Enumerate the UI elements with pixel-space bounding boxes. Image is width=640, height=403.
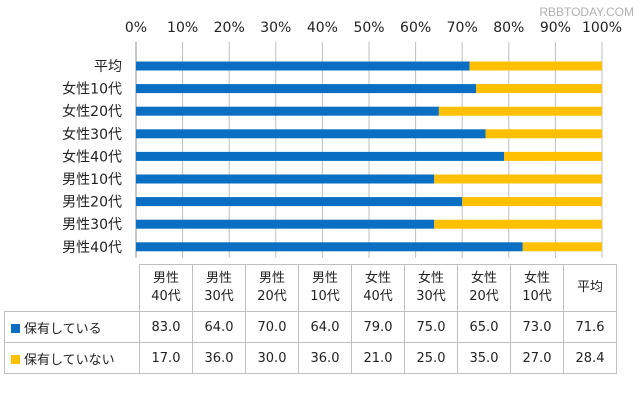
legend-owned: 保有している bbox=[4, 311, 140, 343]
x-tick-label: 70% bbox=[447, 20, 478, 36]
table-cell: 21.0 bbox=[351, 342, 405, 374]
category-label: 男性30代 bbox=[62, 217, 122, 233]
bar-not-owned bbox=[522, 242, 602, 252]
table-header-cell: 男性 20代 bbox=[245, 264, 299, 312]
x-tick-label: 100% bbox=[582, 20, 622, 36]
x-axis-ticks: 0% 10% 20% 30% 40% 50% 60% 70% 80% 90% 100% bbox=[125, 20, 622, 36]
bar-owned bbox=[136, 84, 477, 94]
bar-not-owned bbox=[504, 151, 602, 161]
bar-owned bbox=[136, 129, 486, 139]
x-tick-label: 10% bbox=[167, 20, 198, 36]
table-cell: 64.0 bbox=[298, 311, 352, 343]
table-cell: 17.0 bbox=[139, 342, 193, 374]
category-label: 女性10代 bbox=[62, 81, 122, 98]
table-cell: 75.0 bbox=[404, 311, 458, 343]
category-label: 女性20代 bbox=[62, 103, 122, 120]
table-cell: 35.0 bbox=[457, 342, 511, 374]
table-corner bbox=[4, 264, 140, 312]
x-tick-label: 20% bbox=[214, 20, 245, 36]
chart: 0% 10% 20% 30% 40% 50% 60% 70% 80% 90% 100% 平均女性10… bbox=[62, 5, 634, 258]
bar-owned bbox=[136, 197, 463, 207]
x-tick-label: 40% bbox=[307, 20, 338, 36]
x-tick-label: 0% bbox=[125, 20, 147, 36]
x-tick-label: 60% bbox=[400, 20, 431, 36]
table-cell: 64.0 bbox=[192, 311, 246, 343]
x-tick-label: 30% bbox=[260, 20, 291, 36]
bar-owned bbox=[136, 219, 435, 229]
category-label: 平均 bbox=[94, 59, 122, 75]
watermark: RBBTODAY.COM bbox=[539, 5, 634, 19]
legend-swatch-not-owned bbox=[11, 354, 20, 364]
table-cell: 27.0 bbox=[510, 342, 564, 374]
x-tick-label: 80% bbox=[493, 20, 524, 36]
bar-not-owned bbox=[434, 219, 602, 229]
category-label: 女性40代 bbox=[62, 148, 122, 165]
x-tick-label: 50% bbox=[353, 20, 384, 36]
category-label: 男性20代 bbox=[62, 195, 122, 211]
table-header-cell: 女性 20代 bbox=[457, 264, 511, 312]
bar-owned bbox=[136, 242, 523, 252]
category-labels: 平均女性10代女性20代女性30代女性40代男性10代男性20代男性30代男性4… bbox=[62, 59, 122, 256]
table-cell: 70.0 bbox=[245, 311, 299, 343]
data-table: 男性 40代 男性 30代 男性 20代 男性 10代 女性 40代 女性 30代 女性 20… bbox=[4, 264, 617, 374]
x-tick-label: 90% bbox=[540, 20, 571, 36]
bar-not-owned bbox=[462, 197, 602, 207]
table-header-cell: 女性 40代 bbox=[351, 264, 405, 312]
category-label: 女性30代 bbox=[62, 126, 122, 143]
category-label: 男性40代 bbox=[62, 240, 122, 256]
legend-not-owned: 保有していない bbox=[4, 342, 140, 374]
bar-owned bbox=[136, 106, 439, 116]
table-cell: 65.0 bbox=[457, 311, 511, 343]
table-cell: 36.0 bbox=[192, 342, 246, 374]
table-cell: 73.0 bbox=[510, 311, 564, 343]
table-cell: 71.6 bbox=[563, 311, 617, 343]
bar-owned bbox=[136, 61, 470, 71]
category-label: 男性10代 bbox=[62, 172, 122, 188]
bar-not-owned bbox=[485, 129, 602, 139]
table-cell: 28.4 bbox=[563, 342, 617, 374]
table-row-owned: 保有している 83.0 64.0 70.0 64.0 79.0 75.0 65.… bbox=[4, 311, 617, 343]
table-header-row: 男性 40代 男性 30代 男性 20代 男性 10代 女性 40代 女性 30代 女性 20… bbox=[4, 264, 617, 312]
table-row-not-owned: 保有していない 17.0 36.0 30.0 36.0 21.0 25.0 35… bbox=[4, 342, 617, 374]
table-cell: 36.0 bbox=[298, 342, 352, 374]
table-header-cell: 平均 bbox=[563, 264, 617, 312]
bars bbox=[136, 61, 602, 252]
bar-not-owned bbox=[438, 106, 602, 116]
table-header-cell: 女性 10代 bbox=[510, 264, 564, 312]
bar-not-owned bbox=[434, 174, 602, 184]
table-header-cell: 女性 30代 bbox=[404, 264, 458, 312]
table-header-cell: 男性 30代 bbox=[192, 264, 246, 312]
legend-swatch-owned bbox=[11, 323, 20, 333]
table-header-cell: 男性 40代 bbox=[139, 264, 193, 312]
bar-not-owned bbox=[469, 61, 602, 71]
table-cell: 83.0 bbox=[139, 311, 193, 343]
table-cell: 79.0 bbox=[351, 311, 405, 343]
bar-not-owned bbox=[476, 84, 602, 94]
table-header-cell: 男性 10代 bbox=[298, 264, 352, 312]
table-cell: 25.0 bbox=[404, 342, 458, 374]
bar-owned bbox=[136, 174, 435, 184]
bar-owned bbox=[136, 151, 505, 161]
table-cell: 30.0 bbox=[245, 342, 299, 374]
